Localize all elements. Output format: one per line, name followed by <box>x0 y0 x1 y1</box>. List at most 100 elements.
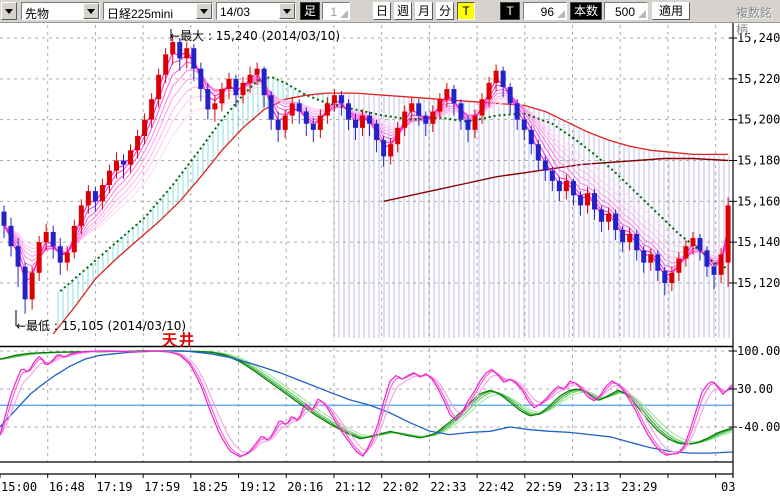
candle-body <box>395 127 401 145</box>
tick-label: T <box>500 2 520 20</box>
osc-green-line <box>0 350 733 445</box>
slow-red-line <box>52 92 729 335</box>
bar-count-value: 500 <box>614 5 635 19</box>
apply-button[interactable]: 適用 <box>652 2 690 20</box>
time-axis-label: 15:00 <box>1 480 37 494</box>
time-axis-label: 23:13 <box>574 480 610 494</box>
candle-body <box>507 87 513 104</box>
candle-body <box>423 115 429 124</box>
candle-body <box>289 103 295 116</box>
candle-body <box>219 89 225 104</box>
price-axis-label: 15,220 <box>737 72 780 86</box>
time-axis-label: 22:59 <box>526 480 562 494</box>
contract-month-combo[interactable]: 14/03 <box>216 2 296 20</box>
candle-body <box>135 136 141 151</box>
chevron-down-icon <box>200 8 208 14</box>
candle-body <box>310 123 316 130</box>
period-month-button[interactable]: 月 <box>415 2 433 20</box>
ma-ribbon-line <box>3 83 729 258</box>
instrument-value: 日経225mini <box>107 7 174 19</box>
candle-body <box>437 99 443 112</box>
candle-body <box>683 246 689 259</box>
ma-ribbon-line <box>3 54 729 273</box>
dropdown-button[interactable] <box>279 3 295 19</box>
category-combo[interactable]: 先物 <box>21 2 100 20</box>
instrument-combo[interactable]: 日経225mini <box>103 2 213 20</box>
candle-body <box>233 78 239 96</box>
candle-body <box>170 42 176 55</box>
dropdown-button[interactable] <box>83 3 99 19</box>
price-axis-label: 15,160 <box>737 194 780 208</box>
candle-body <box>599 209 605 222</box>
ma-ribbon-line <box>3 69 729 264</box>
dropdown-button[interactable] <box>196 3 212 19</box>
price-axis-label: 15,140 <box>737 235 780 249</box>
candle-body <box>226 78 232 90</box>
candle-body <box>254 68 260 75</box>
candle-body <box>409 103 415 112</box>
candle-body <box>514 103 520 120</box>
ashi-value-spinner[interactable]: 1 <box>322 2 350 20</box>
toolbar: 先物 日経225mini 14/03 足 1 日 週 月 分 T T 96 本数… <box>0 0 780 37</box>
candle-body <box>669 272 675 284</box>
candle-body <box>416 103 422 116</box>
tick-count-spinner[interactable]: 96 <box>523 2 567 20</box>
candle-body <box>374 123 380 141</box>
ceiling-annotation: 天井 <box>162 331 197 349</box>
candle-body <box>268 95 274 120</box>
chevron-down-icon <box>5 8 13 14</box>
time-axis-label: 23:29 <box>621 480 657 494</box>
candle-body <box>156 74 162 100</box>
candle-body <box>128 150 134 165</box>
spinner-grip-icon[interactable] <box>638 10 646 18</box>
candle-body <box>43 231 49 243</box>
period-tick-button[interactable]: T <box>457 2 475 20</box>
candle-body <box>106 170 112 186</box>
candle-body <box>662 270 668 284</box>
left-combo-button[interactable] <box>1 2 17 20</box>
candle-body <box>282 115 288 130</box>
candle-body <box>92 191 98 202</box>
candle-body <box>592 193 598 210</box>
ashi-label: 足 <box>300 2 320 20</box>
candle-body <box>634 234 640 251</box>
candle-body <box>113 160 119 171</box>
candle-body <box>620 229 626 243</box>
candle-body <box>331 95 337 104</box>
candle-body <box>275 119 281 130</box>
osc-axis-label: 30.00 <box>737 382 773 396</box>
spinner-grip-icon[interactable] <box>340 10 348 18</box>
osc-magenta-line <box>0 350 733 458</box>
candle-body <box>345 103 351 120</box>
multi-symbol-button[interactable]: 複数銘柄 <box>736 6 773 37</box>
bar-count-spinner[interactable]: 500 <box>604 2 648 20</box>
min-annotation: ←最低 : 15,105 (2014/03/10) <box>16 319 187 333</box>
candle-body <box>22 266 28 300</box>
candle-body <box>121 160 127 165</box>
time-axis-label: 18:25 <box>192 480 228 494</box>
candle-body <box>430 111 436 124</box>
price-axis-label: 15,240 <box>737 31 780 45</box>
time-axis-label: 17:59 <box>144 480 180 494</box>
osc-blue-line <box>0 350 734 454</box>
candle-body <box>556 180 562 192</box>
candle-body <box>296 103 302 112</box>
candle-body <box>479 99 485 116</box>
period-day-button[interactable]: 日 <box>373 2 391 20</box>
spinner-grip-icon[interactable] <box>557 10 565 18</box>
contract-value: 14/03 <box>220 5 251 19</box>
period-week-button[interactable]: 週 <box>394 2 412 20</box>
ashi-value: 1 <box>330 5 337 19</box>
time-axis-label: 22:42 <box>478 480 514 494</box>
candle-body <box>205 89 211 110</box>
candle-body <box>71 225 77 253</box>
candle-body <box>613 213 619 230</box>
candle-body <box>367 115 373 124</box>
candle-body <box>711 266 717 275</box>
candle-body <box>528 129 534 145</box>
period-minute-button[interactable]: 分 <box>436 2 454 20</box>
category-value: 先物 <box>25 7 50 19</box>
osc-green-line <box>0 350 733 445</box>
candle-body <box>184 48 190 59</box>
candle-body <box>177 42 183 59</box>
